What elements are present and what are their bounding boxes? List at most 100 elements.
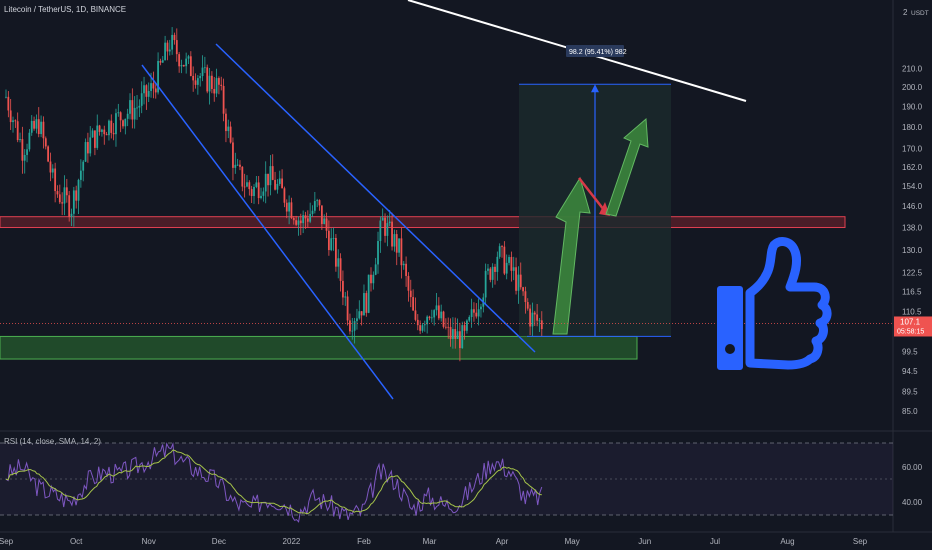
- candle-body: [351, 330, 354, 332]
- candle-body: [182, 65, 185, 67]
- candle-body: [517, 274, 520, 291]
- candle-body: [194, 80, 197, 85]
- support-zone[interactable]: [0, 335, 638, 360]
- candle-body: [89, 137, 92, 154]
- candle-body: [65, 187, 68, 196]
- candle-body: [480, 306, 482, 310]
- candle-body: [297, 220, 300, 225]
- candle-body: [138, 105, 141, 108]
- candle-body: [103, 129, 106, 135]
- candle-body: [426, 316, 429, 325]
- candle-body: [131, 100, 134, 120]
- rsi-tick-label: 40.00: [902, 498, 923, 507]
- candle-body: [166, 42, 169, 52]
- candle-body: [126, 113, 129, 119]
- candle-body: [370, 274, 372, 284]
- projection-arrow-up-2[interactable]: [605, 117, 649, 217]
- rsi-y-axis: 60.00 40.00: [902, 463, 923, 507]
- quote-currency-label: USDT: [911, 10, 929, 17]
- candle-body: [381, 217, 384, 221]
- candle-body: [475, 312, 478, 317]
- candle-body: [110, 120, 113, 133]
- candle-body: [349, 320, 351, 332]
- candle-body: [400, 238, 403, 266]
- candle-body: [339, 258, 342, 281]
- candle-body: [414, 310, 417, 320]
- resistance-zone[interactable]: [0, 216, 846, 229]
- candle-body: [449, 327, 452, 339]
- candle-body: [189, 56, 192, 76]
- candle-body: [468, 316, 471, 321]
- candle-body: [192, 75, 195, 81]
- candle-body: [306, 218, 309, 222]
- thumbs-up-icon: [717, 237, 832, 370]
- candle-body: [164, 42, 167, 61]
- channel-upper-line[interactable]: [215, 43, 536, 353]
- price-tick-label: 89.5: [902, 387, 918, 396]
- candle-body: [461, 325, 464, 349]
- candle-body: [367, 274, 370, 313]
- channel-lower-line[interactable]: [141, 64, 394, 400]
- candle-body: [477, 309, 480, 317]
- candle-body: [529, 308, 531, 327]
- candle-body: [51, 168, 54, 173]
- candle-body: [335, 237, 337, 267]
- price-tick-label: 200.0: [902, 83, 923, 92]
- candle-body: [313, 201, 316, 211]
- time-axis[interactable]: Sep Oct Nov Dec 2022 Feb Mar Apr May Jun Jul Aug Sep: [0, 537, 868, 546]
- candle-body: [456, 331, 459, 339]
- candle-body: [304, 215, 307, 219]
- candle-body: [136, 107, 138, 109]
- candle-body: [23, 154, 26, 161]
- candle-body: [257, 182, 260, 199]
- candle-body: [47, 146, 50, 162]
- projection-arrow-up-1[interactable]: [552, 176, 591, 335]
- price-tick-label: 94.5: [902, 367, 918, 376]
- candle-body: [508, 257, 510, 263]
- price-tick-label: 190.0: [902, 102, 923, 111]
- candle-body: [19, 139, 21, 141]
- candle-body: [28, 132, 31, 150]
- candle-body: [320, 205, 323, 224]
- candle-body: [398, 238, 400, 253]
- candle-body: [437, 305, 440, 319]
- candle-body: [26, 149, 28, 155]
- price-tick-label: 116.5: [902, 288, 922, 297]
- candle-body: [295, 220, 298, 225]
- candle-body: [185, 58, 188, 67]
- time-tick-label: Jul: [710, 537, 720, 546]
- candle-body: [133, 107, 136, 120]
- price-tick-label: 85.0: [902, 407, 918, 416]
- candle-body: [538, 320, 541, 322]
- projection-pullback-line[interactable]: [578, 177, 605, 211]
- candle-body: [154, 88, 157, 93]
- candle-body: [86, 142, 89, 154]
- candle-body: [337, 258, 340, 267]
- measure-label-box: 98.2 (95.41%) 982: [566, 45, 627, 57]
- candle-body: [79, 170, 82, 180]
- price-axis[interactable]: 210.0 200.0 190.0 180.0 170.0 162.0 154.0 146.0…: [902, 65, 923, 416]
- candle-body: [442, 311, 445, 327]
- candle-body: [346, 296, 349, 321]
- rsi-ma-line: [5, 449, 542, 515]
- price-tick-label: 170.0: [902, 145, 923, 154]
- candle-body: [105, 134, 108, 136]
- candle-body: [360, 311, 363, 316]
- candle-body: [35, 119, 38, 129]
- candle-body: [119, 112, 122, 121]
- candle-body: [323, 218, 326, 224]
- candle-body: [98, 125, 101, 132]
- candle-body: [129, 100, 131, 114]
- candle-body: [332, 237, 335, 239]
- candle-body: [171, 34, 174, 50]
- price-badge-countdown: 05:58:15: [897, 328, 924, 335]
- candle-body: [285, 202, 288, 212]
- candle-body: [77, 179, 80, 201]
- candle-body: [435, 305, 438, 311]
- candle-body: [276, 183, 279, 190]
- candle-body: [515, 267, 517, 291]
- candle-body: [342, 280, 344, 298]
- candle-body: [16, 121, 19, 141]
- candle-body: [7, 96, 10, 111]
- candle-body: [327, 230, 330, 251]
